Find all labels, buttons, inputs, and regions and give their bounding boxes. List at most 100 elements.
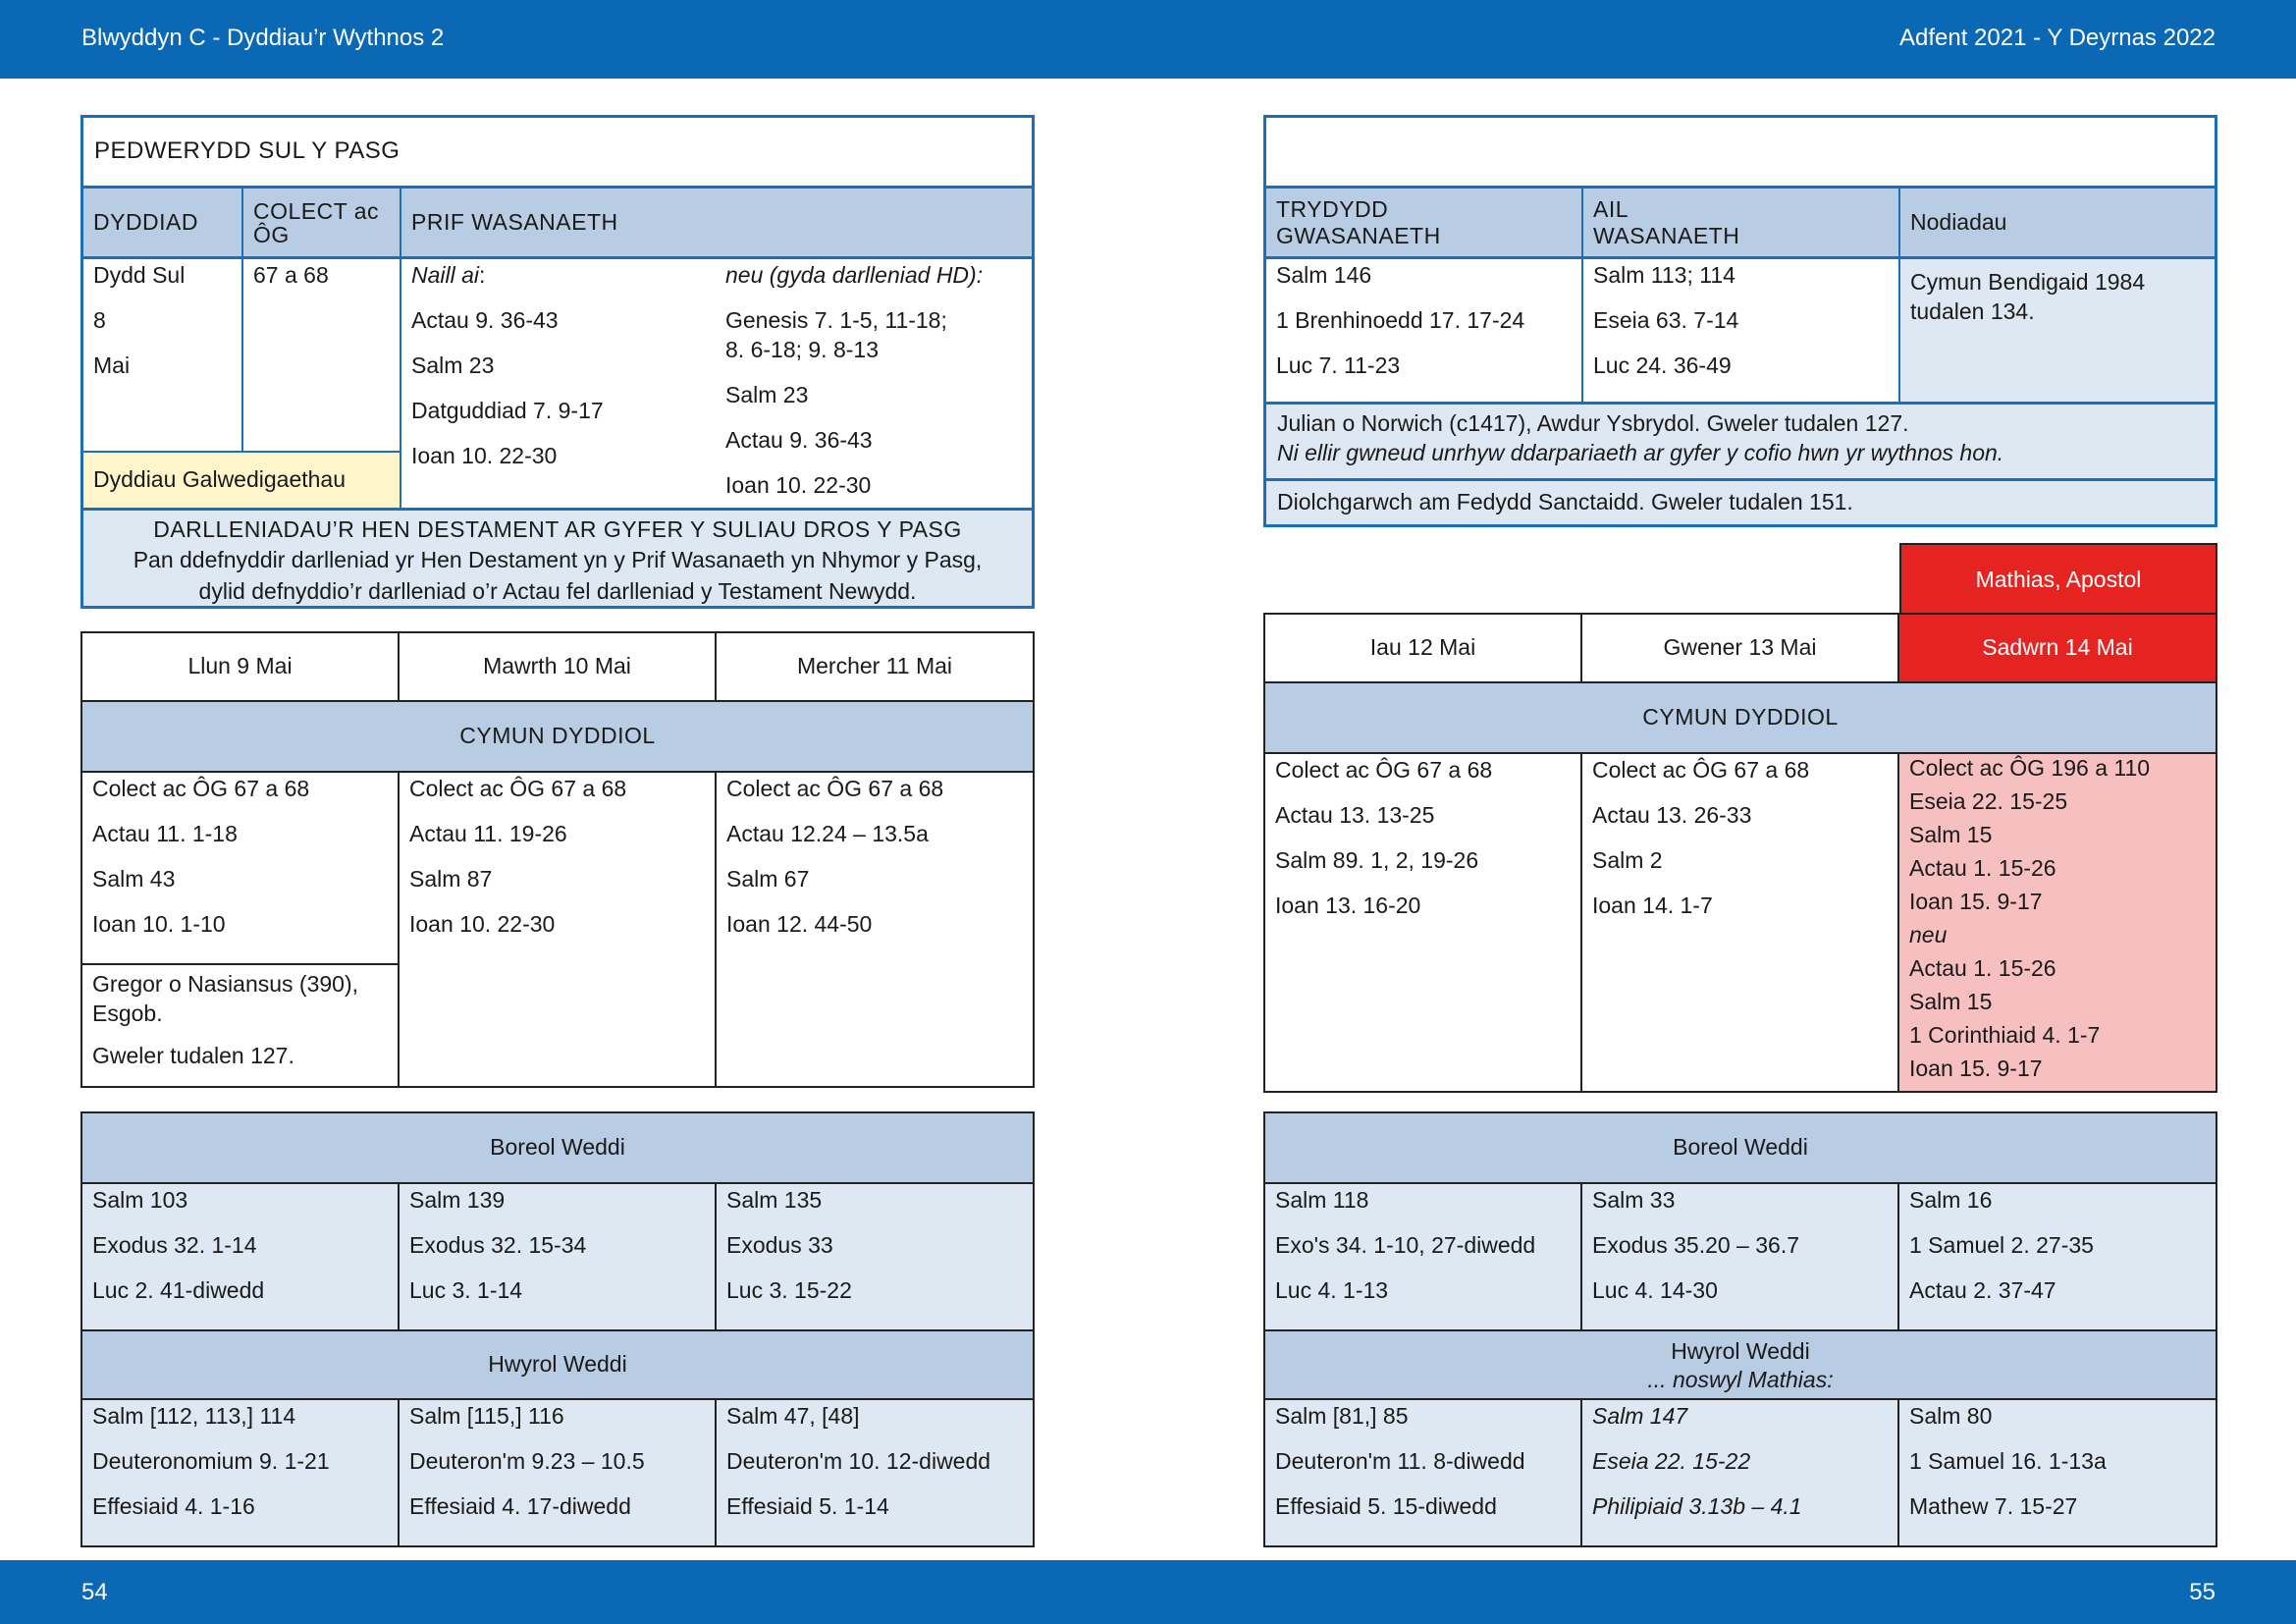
- reading-line: Ioan 10. 1-10: [92, 911, 226, 937]
- offices-table-left: Boreol Weddi Salm 103 Exodus 32. 1-14 Lu…: [80, 1111, 1035, 1547]
- reading-line: Actau 1. 15-26: [1909, 855, 2056, 881]
- reading-line: Colect ac ÔG 196 a 110: [1909, 755, 2151, 781]
- day-header: Iau 12 Mai: [1265, 615, 1582, 681]
- reading-line: Effesiaid 4. 1-16: [92, 1493, 255, 1519]
- evening-prayer-subtitle: ... noswyl Mathias:: [1647, 1367, 1834, 1392]
- day-readings: Colect ac ÔG 67 a 68 Actau 13. 13-25 Sal…: [1265, 754, 1582, 1091]
- weekday-readings-row-right: Colect ac ÔG 67 a 68 Actau 13. 13-25 Sal…: [1265, 754, 2216, 1091]
- saturday-readings: Colect ac ÔG 196 a 110 Eseia 22. 15-25 S…: [1899, 754, 2216, 1091]
- reading-line: Salm 33: [1592, 1187, 1676, 1213]
- sunday-header-row-right: TRYDYDD GWASANAETH AIL WASANAETH Nodiada…: [1266, 189, 2215, 259]
- main-b-reading: Salm 23: [725, 382, 809, 407]
- reading-line: Salm 80: [1909, 1403, 1993, 1429]
- evening-prayer-title: Hwyrol Weddi: [1671, 1338, 1810, 1364]
- note-line: dylid defnyddio’r darlleniad o’r Actau f…: [198, 578, 917, 604]
- reading-line: Colect ac ÔG 67 a 68: [92, 776, 310, 801]
- reading-line: Luc 7. 11-23: [1276, 352, 1401, 378]
- reading-line: Deuteron'm 10. 12-diwedd: [726, 1448, 991, 1474]
- reading-line: 1 Corinthiaid 4. 1-7: [1909, 1022, 2101, 1048]
- third-service: Salm 146 1 Brenhinoedd 17. 17-24 Luc 7. …: [1266, 259, 1583, 402]
- footer-bar: 54 55: [0, 1560, 2296, 1624]
- sunday-body-row: Dydd Sul 8 Mai 67 a 68 Dyddiau Galwediga…: [83, 259, 1032, 508]
- day-header: Gwener 13 Mai: [1582, 615, 1899, 681]
- reading-line: neu: [1909, 922, 1948, 947]
- commemoration-title: Esgob.: [92, 1001, 163, 1026]
- office-readings: Salm [81,] 85 Deuteron'm 11. 8-diwedd Ef…: [1265, 1400, 1582, 1545]
- evening-prayer-header: Hwyrol Weddi: [82, 1331, 1033, 1400]
- note-line: Pan ddefnyddir darlleniad yr Hen Destame…: [133, 547, 983, 572]
- reading-line: Ioan 13. 16-20: [1275, 893, 1421, 918]
- main-b-reading: 8. 6-18; 9. 8-13: [725, 337, 879, 362]
- baptism-text: Diolchgarwch am Fedydd Sanctaidd. Gweler…: [1277, 489, 1853, 515]
- page-number-left: 54: [81, 1579, 108, 1605]
- reading-line: Salm [81,] 85: [1275, 1403, 1409, 1429]
- main-option-b: neu (gyda darlleniad HD): Genesis 7. 1-5…: [716, 259, 1032, 508]
- header-right: Adfent 2021 - Y Deyrnas 2022: [1898, 25, 2216, 51]
- reading-line: Salm 15: [1909, 989, 1993, 1014]
- reading-line: Actau 1. 15-26: [1909, 955, 2056, 981]
- day-header-feast: Sadwrn 14 Mai: [1899, 615, 2216, 681]
- office-readings: Salm 135 Exodus 33 Luc 3. 15-22: [717, 1184, 1033, 1329]
- commemoration-cell: Gregor o Nasiansus (390), Esgob. Gweler …: [82, 965, 398, 1069]
- sunday-body-row-right: Salm 146 1 Brenhinoedd 17. 17-24 Luc 7. …: [1266, 259, 2215, 405]
- office-readings: Salm [112, 113,] 114 Deuteronomium 9. 1-…: [82, 1400, 400, 1545]
- feast-label: Mathias, Apostol: [1899, 543, 2217, 615]
- collect-value: 67 a 68: [253, 262, 329, 288]
- evening-prayer-header-right: Hwyrol Weddi ... noswyl Mathias:: [1265, 1331, 2216, 1400]
- col-header-second: AIL WASANAETH: [1583, 189, 1900, 256]
- weekday-days-row-right: Iau 12 Mai Gwener 13 Mai Sadwrn 14 Mai: [1265, 615, 2216, 683]
- reading-line: Eseia 22. 15-22: [1592, 1448, 1751, 1474]
- office-readings: Salm 33 Exodus 35.20 – 36.7 Luc 4. 14-30: [1582, 1184, 1899, 1329]
- main-a-reading: Salm 23: [411, 352, 495, 378]
- reading-line: Exodus 32. 1-14: [92, 1232, 257, 1258]
- morning-prayer-row-right: Salm 118 Exo's 34. 1-10, 27-diwedd Luc 4…: [1265, 1184, 2216, 1331]
- weekdays-table-left: Llun 9 Mai Mawrth 10 Mai Mercher 11 Mai …: [80, 631, 1035, 1088]
- day-header: Mercher 11 Mai: [796, 653, 953, 679]
- reading-line: Exodus 33: [726, 1232, 833, 1258]
- day-readings: Colect ac ÔG 67 a 68 Actau 12.24 – 13.5a…: [717, 773, 1033, 1086]
- main-a-reading: Datguddiad 7. 9-17: [411, 398, 604, 423]
- daily-eucharist-header-right: CYMUN DYDDIOL: [1265, 683, 2216, 754]
- date-line: Mai: [93, 352, 131, 378]
- reading-line: Luc 4. 1-13: [1275, 1277, 1389, 1303]
- vocation-cell: Dyddiau Galwedigaethau: [83, 451, 401, 508]
- julian-note: Julian o Norwich (c1417), Awdur Ysbrydol…: [1266, 405, 2215, 481]
- sunday-table-right: TRYDYDD GWASANAETH AIL WASANAETH Nodiada…: [1263, 115, 2217, 527]
- sunday-table-left: PEDWERYDD SUL Y PASG DYDDIAD COLECT ac Ô…: [80, 115, 1035, 609]
- reading-line: Salm 113; 114: [1593, 262, 1735, 288]
- main-b-reading: Ioan 10. 22-30: [725, 472, 872, 498]
- reading-line: Luc 2. 41-diwedd: [92, 1277, 265, 1303]
- second-service: Salm 113; 114 Eseia 63. 7-14 Luc 24. 36-…: [1583, 259, 1900, 402]
- col-header-date: DYDDIAD: [83, 189, 243, 256]
- reading-line: Actau 12.24 – 13.5a: [726, 821, 929, 846]
- sunday-title: PEDWERYDD SUL Y PASG: [94, 137, 400, 165]
- notes-cell: Cymun Bendigaid 1984 tudalen 134.: [1900, 259, 2215, 402]
- main-a-heading: Naill ai: [411, 262, 480, 288]
- office-readings-eve: Salm 147 Eseia 22. 15-22 Philipiaid 3.13…: [1582, 1400, 1899, 1545]
- day-readings: Colect ac ÔG 67 a 68 Actau 13. 26-33 Sal…: [1582, 754, 1899, 1091]
- julian-line: Ni ellir gwneud unrhyw ddarpariaeth ar g…: [1277, 440, 2004, 465]
- note-title: DARLLENIADAU’R HEN DESTAMENT AR GYFER Y …: [153, 516, 962, 542]
- reading-line: Colect ac ÔG 67 a 68: [409, 776, 627, 801]
- reading-line: Ioan 15. 9-17: [1909, 889, 2043, 914]
- reading-line: 1 Samuel 2. 27-35: [1909, 1232, 2094, 1258]
- reading-line: Deuteron'm 11. 8-diwedd: [1275, 1448, 1525, 1474]
- office-readings: Salm 139 Exodus 32. 15-34 Luc 3. 1-14: [400, 1184, 717, 1329]
- reading-line: Exodus 32. 15-34: [409, 1232, 587, 1258]
- reading-line: Salm 135: [726, 1187, 823, 1213]
- reading-line: Ioan 12. 44-50: [726, 911, 873, 937]
- date-cell: Dydd Sul 8 Mai: [83, 259, 243, 453]
- col-header-notes: Nodiadau: [1910, 208, 2007, 235]
- morning-prayer-row: Salm 103 Exodus 32. 1-14 Luc 2. 41-diwed…: [82, 1184, 1033, 1331]
- reading-line: Colect ac ÔG 67 a 68: [1275, 757, 1493, 783]
- reading-line: Salm 2: [1592, 847, 1663, 873]
- reading-line: Deuteronomium 9. 1-21: [92, 1448, 330, 1474]
- reading-line: Exo's 34. 1-10, 27-diwedd: [1275, 1232, 1536, 1258]
- vocation-label: Dyddiau Galwedigaethau: [93, 466, 347, 493]
- main-a-reading: Ioan 10. 22-30: [411, 443, 558, 468]
- collect-cell: 67 a 68: [243, 259, 401, 453]
- main-option-a: Naill ai: Actau 9. 36-43 Salm 23 Datgudd…: [401, 259, 716, 508]
- reading-line: Salm 43: [92, 866, 176, 892]
- reading-line: Colect ac ÔG 67 a 68: [1592, 757, 1810, 783]
- evening-prayer-row-right: Salm [81,] 85 Deuteron'm 11. 8-diwedd Ef…: [1265, 1400, 2216, 1545]
